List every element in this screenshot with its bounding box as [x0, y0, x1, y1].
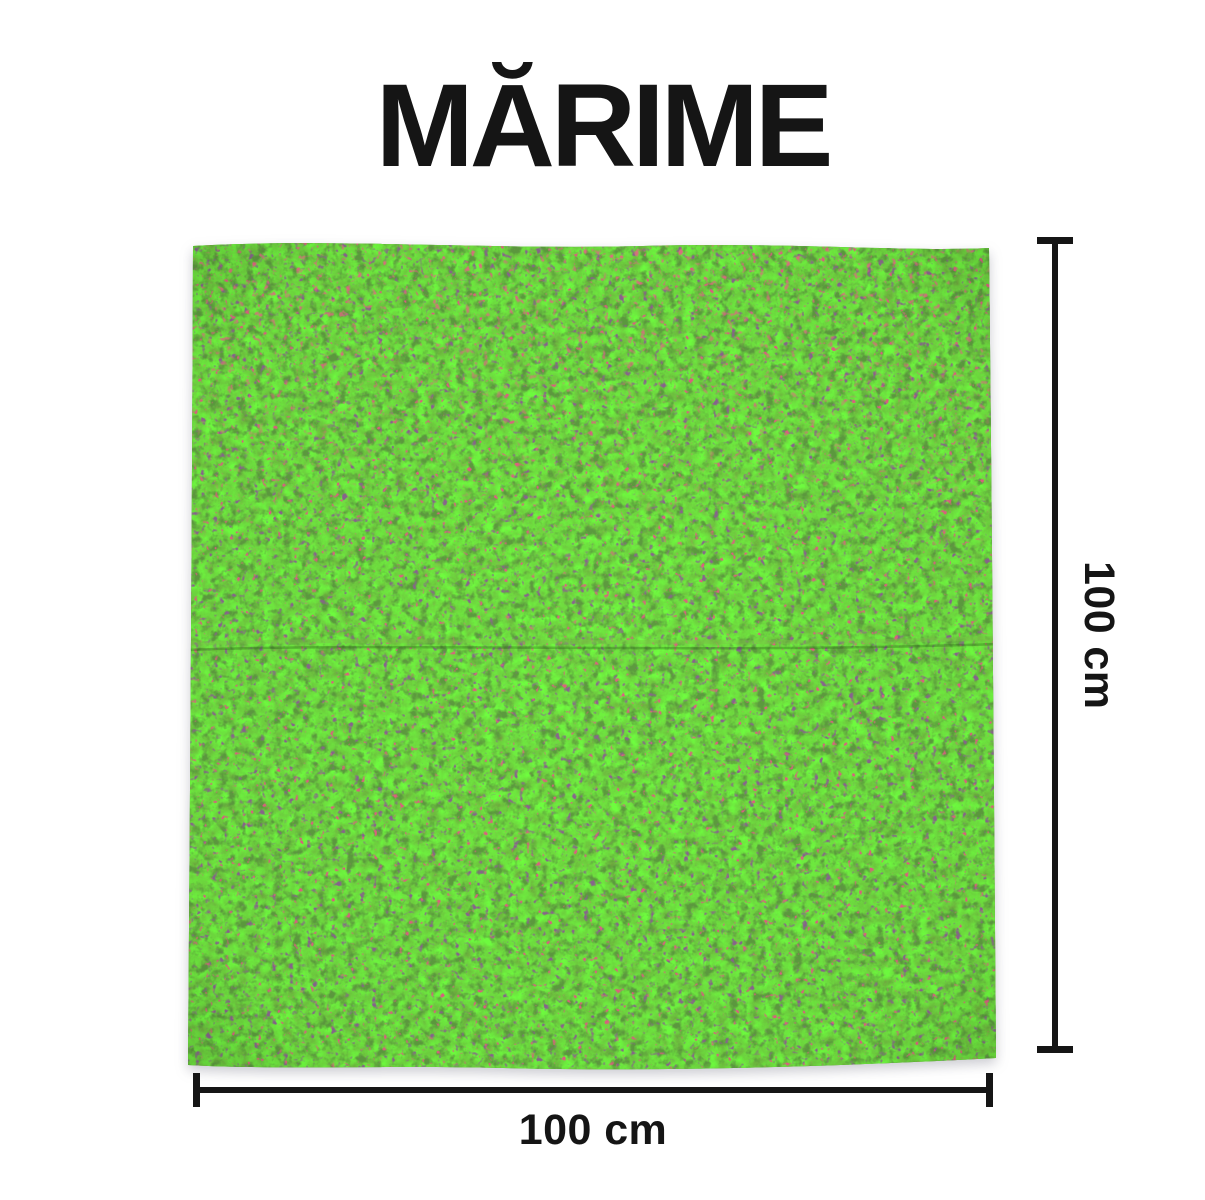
width-dimension-cap-left — [193, 1073, 200, 1107]
width-dimension-cap-right — [986, 1073, 993, 1107]
width-dimension-label: 100 cm — [518, 1106, 668, 1154]
moss-texture — [188, 243, 996, 1070]
moss-mat-image — [188, 243, 996, 1070]
height-dimension-cap-top — [1037, 237, 1073, 244]
page-title: MĂRIME — [375, 60, 834, 192]
height-dimension-cap-bottom — [1037, 1046, 1073, 1053]
height-dimension-line — [1052, 240, 1058, 1050]
height-dimension-label: 100 cm — [1075, 561, 1123, 710]
mat-edge-vignette — [188, 243, 996, 1070]
width-dimension-line — [196, 1087, 990, 1093]
